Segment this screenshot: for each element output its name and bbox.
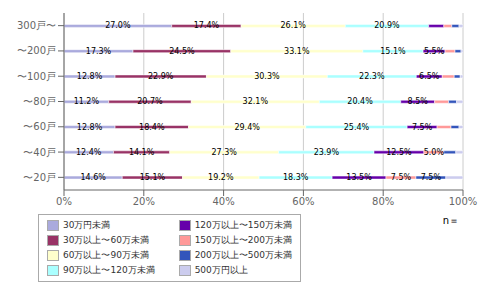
svg-text:0%: 0% (56, 196, 72, 207)
svg-text:7.5%: 7.5% (412, 123, 433, 132)
svg-text:18.4%: 18.4% (139, 123, 165, 132)
html-text:120万以上〜150万未満: 120万以上〜150万未満 (194, 220, 292, 230)
svg-text:11.2%: 11.2% (74, 97, 100, 106)
svg-text:7.5%: 7.5% (421, 173, 442, 182)
svg-text:〜100戸: 〜100戸 (17, 71, 56, 82)
svg-text:24.5%: 24.5% (169, 47, 195, 56)
svg-text:20.4%: 20.4% (347, 97, 373, 106)
svg-text:8.5%: 8.5% (408, 97, 429, 106)
svg-text:5.0%: 5.0% (424, 148, 445, 157)
svg-text:60%: 60% (292, 196, 314, 207)
svg-text:12.5%: 12.5% (386, 148, 412, 157)
html-text:60万以上〜90万未満: 60万以上〜90万未満 (63, 250, 149, 260)
html-text:30万円未満: 30万円未満 (63, 220, 111, 230)
svg-text:20.9%: 20.9% (374, 21, 400, 30)
svg-text:14.6%: 14.6% (80, 173, 106, 182)
svg-text:20.7%: 20.7% (137, 97, 163, 106)
svg-text:25.4%: 25.4% (344, 123, 370, 132)
svg-text:17.3%: 17.3% (86, 47, 112, 56)
html-text:500万円以上: 500万円以上 (194, 265, 248, 275)
html-text:200万以上〜500万未満: 200万以上〜500万未満 (194, 250, 292, 260)
svg-text:33.1%: 33.1% (284, 47, 310, 56)
svg-text:13.5%: 13.5% (346, 173, 372, 182)
svg-text:〜20戸: 〜20戸 (23, 172, 56, 183)
svg-text:27.3%: 27.3% (211, 148, 237, 157)
svg-text:〜200戸: 〜200戸 (17, 45, 56, 56)
svg-text:30.3%: 30.3% (254, 72, 280, 81)
svg-text:22.9%: 22.9% (148, 72, 174, 81)
html-text:90万以上〜120万未満: 90万以上〜120万未満 (63, 265, 155, 275)
svg-text:20%: 20% (133, 196, 155, 207)
html-text:30万以上〜60万未満: 30万以上〜60万未満 (63, 235, 149, 245)
svg-text:23.9%: 23.9% (314, 148, 340, 157)
svg-text:12.4%: 12.4% (76, 148, 102, 157)
svg-text:〜80戸: 〜80戸 (23, 96, 56, 107)
svg-text:19.2%: 19.2% (208, 173, 234, 182)
svg-text:〜40戸: 〜40戸 (23, 147, 56, 158)
svg-text:27.0%: 27.0% (105, 21, 131, 30)
svg-text:32.1%: 32.1% (243, 97, 269, 106)
html-text:n＝: n＝ (442, 215, 459, 226)
svg-text:〜60戸: 〜60戸 (23, 121, 56, 132)
svg-text:18.3%: 18.3% (283, 173, 309, 182)
svg-text:7.5%: 7.5% (391, 173, 412, 182)
svg-text:12.8%: 12.8% (77, 123, 103, 132)
svg-text:14.1%: 14.1% (129, 148, 155, 157)
svg-text:26.1%: 26.1% (281, 21, 307, 30)
svg-text:100%: 100% (449, 196, 478, 207)
svg-text:29.4%: 29.4% (234, 123, 260, 132)
svg-text:5.5%: 5.5% (424, 47, 445, 56)
svg-text:12.8%: 12.8% (77, 72, 103, 81)
html-text:150万以上〜200万未満: 150万以上〜200万未満 (194, 235, 292, 245)
svg-text:6.5%: 6.5% (419, 72, 440, 81)
svg-text:22.3%: 22.3% (359, 72, 385, 81)
svg-text:300戸〜: 300戸〜 (17, 20, 56, 31)
svg-text:80%: 80% (372, 196, 394, 207)
svg-text:17.4%: 17.4% (194, 21, 220, 30)
svg-text:15.1%: 15.1% (140, 173, 166, 182)
svg-text:40%: 40% (212, 196, 234, 207)
svg-text:15.1%: 15.1% (380, 47, 406, 56)
